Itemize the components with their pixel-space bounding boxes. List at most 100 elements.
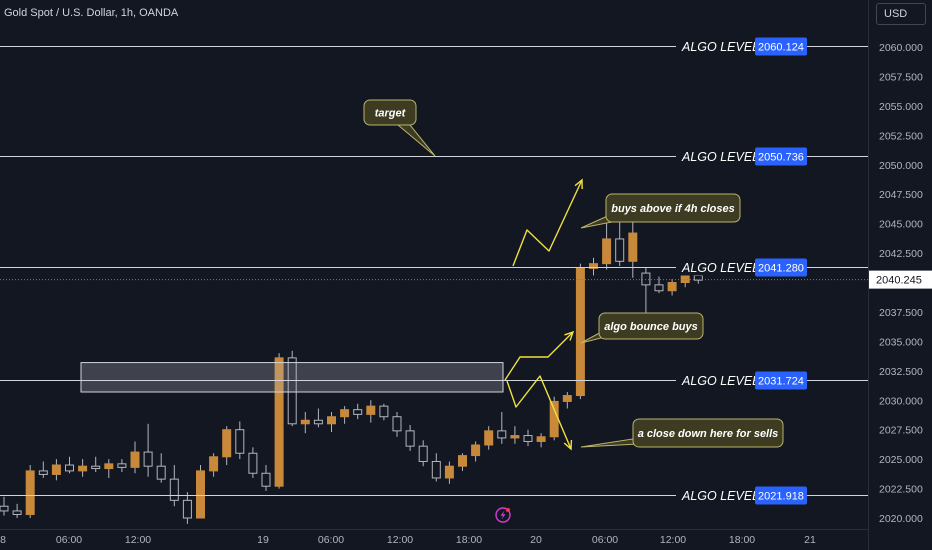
candle xyxy=(313,408,323,428)
price-tick-label: 2050.000 xyxy=(879,160,923,172)
candle xyxy=(458,453,467,471)
algo-level-label: ALGO LEVEL xyxy=(681,261,759,275)
forecast-arrow xyxy=(512,178,583,267)
algo-level-badge xyxy=(755,37,807,56)
candle-body xyxy=(693,274,703,281)
candle xyxy=(589,257,598,276)
candle xyxy=(497,412,507,444)
candle-body xyxy=(575,267,585,397)
currency-selector[interactable]: USD xyxy=(876,3,926,25)
candle-body xyxy=(287,357,297,425)
candle-body xyxy=(248,452,258,474)
candle-body xyxy=(65,464,74,472)
zone-box xyxy=(80,362,504,393)
candle xyxy=(209,453,219,477)
time-tick-label: 18:00 xyxy=(456,534,482,546)
algo-level-badge xyxy=(755,486,807,505)
candle xyxy=(51,459,61,481)
callout-tail xyxy=(580,437,640,448)
price-tick-label: 2025.000 xyxy=(879,454,923,466)
candle xyxy=(523,429,533,447)
flash-icon[interactable] xyxy=(495,507,511,523)
candle xyxy=(78,459,88,477)
time-tick-label: 12:00 xyxy=(125,534,151,546)
candle-body xyxy=(12,510,22,515)
candle-body xyxy=(562,395,572,402)
candle-body xyxy=(484,430,494,446)
candle xyxy=(248,447,258,478)
candle xyxy=(235,421,245,460)
candle-body xyxy=(444,465,454,479)
callout-text: target xyxy=(375,108,407,120)
algo-level-badge xyxy=(755,371,807,390)
callout-box xyxy=(598,312,704,340)
candle-body xyxy=(130,451,140,468)
candle xyxy=(418,440,428,467)
candle-body xyxy=(182,499,192,519)
candle xyxy=(471,441,481,462)
candle xyxy=(300,412,310,434)
candle-body xyxy=(38,470,48,475)
candle xyxy=(0,496,9,516)
time-tick-label: 21 xyxy=(804,534,816,546)
forecast-arrow-line xyxy=(506,375,572,450)
candle-body xyxy=(379,405,389,418)
candle xyxy=(392,412,402,437)
time-tick-label: 12:00 xyxy=(387,534,413,546)
algo-level-value: 2060.124 xyxy=(758,42,804,54)
price-tick-label: 2022.500 xyxy=(879,484,923,496)
candle xyxy=(444,461,454,484)
price-tick-label: 2045.000 xyxy=(879,219,923,231)
time-tick-label: 12:00 xyxy=(660,534,686,546)
price-tick-label: 2035.000 xyxy=(879,336,923,348)
price-tick-label: 2047.500 xyxy=(879,189,923,201)
candle xyxy=(274,353,284,489)
price-tick-label: 2030.000 xyxy=(879,395,923,407)
time-tick-label: 19 xyxy=(257,534,269,546)
candle xyxy=(222,426,232,466)
candle-body xyxy=(300,419,310,425)
algo-level-label: ALGO LEVEL xyxy=(681,489,759,503)
candle-body xyxy=(510,435,520,439)
candle-body xyxy=(458,455,467,467)
candle-body xyxy=(0,505,9,512)
candle-body xyxy=(680,274,690,283)
candle-body xyxy=(602,238,612,265)
algo-level-label-bg xyxy=(676,259,754,276)
zone-layer xyxy=(80,362,504,393)
candle-body xyxy=(274,357,284,487)
candle-body xyxy=(392,416,402,432)
candle xyxy=(431,453,441,482)
current-price-tag xyxy=(869,270,932,289)
algo-level-label: ALGO LEVEL xyxy=(681,374,759,388)
symbol-title[interactable]: Gold Spot / U.S. Dollar, 1h, OANDA xyxy=(4,7,179,19)
candle xyxy=(143,423,153,477)
candle-body xyxy=(25,470,35,515)
candle-body xyxy=(497,430,507,439)
price-axis[interactable]: 2060.000 2057.500 2055.000 2052.500 2050.000… xyxy=(869,42,932,525)
candle-body xyxy=(549,400,559,438)
candle xyxy=(353,403,363,420)
candle-body xyxy=(143,451,153,467)
candle-body xyxy=(641,272,651,286)
time-axis[interactable]: 8 06:00 12:00 19 06:00 12:00 18:00 20 06:00 12:00… xyxy=(0,534,816,546)
candle-body xyxy=(523,435,533,442)
candle-body xyxy=(222,429,232,458)
algo-level-value: 2050.736 xyxy=(758,152,804,164)
candle xyxy=(25,465,35,518)
algo-level-label: ALGO LEVEL xyxy=(681,150,759,164)
candle-body xyxy=(235,429,245,454)
candle xyxy=(287,350,297,427)
callout-box xyxy=(632,418,784,448)
candle-body xyxy=(209,456,219,472)
candle-body xyxy=(628,232,638,262)
candle xyxy=(196,465,205,519)
forecast-arrow-line xyxy=(512,179,583,267)
candle-body xyxy=(117,463,127,468)
time-tick-label: 06:00 xyxy=(592,534,618,546)
candle-body xyxy=(340,409,350,418)
